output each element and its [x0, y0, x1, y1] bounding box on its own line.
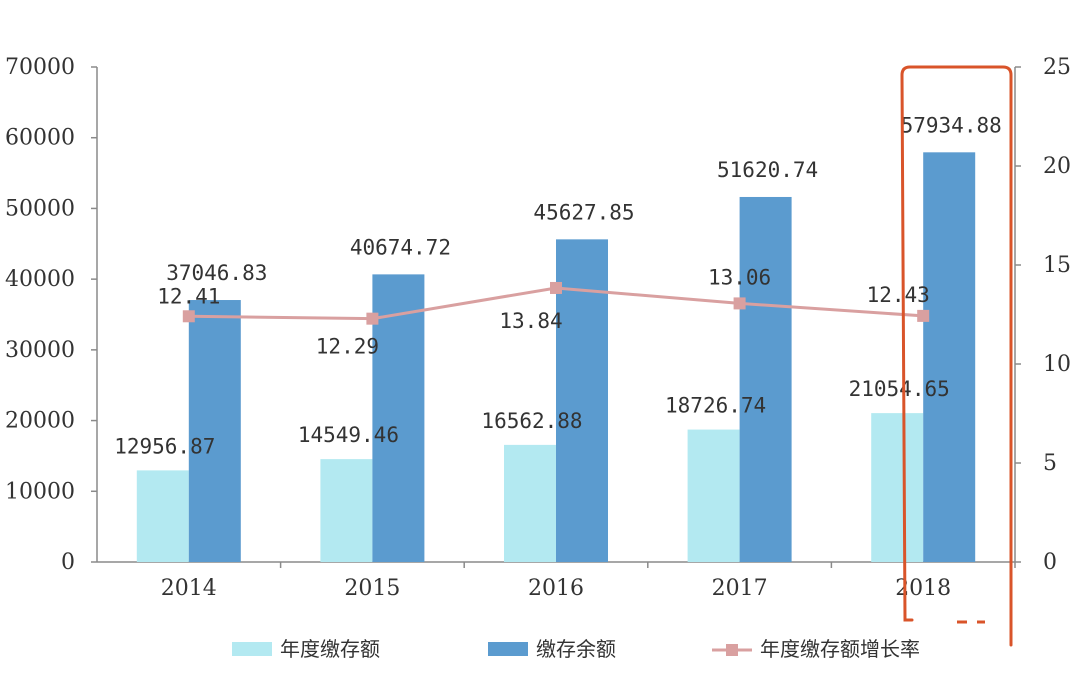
x-tick-label: 2014: [161, 576, 217, 601]
y-right-tick-label: 10: [1043, 352, 1071, 377]
growth-rate-point: [366, 312, 379, 325]
growth-rate-label: 13.06: [708, 265, 771, 289]
legend-label-deposit-balance: 缴存余额: [536, 637, 616, 661]
growth-rate-point: [917, 309, 930, 322]
legend-label-annual-deposit: 年度缴存额: [280, 637, 380, 661]
y-left-tick-label: 0: [61, 550, 75, 575]
x-tick-label: 2015: [344, 576, 400, 601]
x-tick-label: 2016: [528, 576, 584, 601]
annual-deposit-label: 16562.88: [481, 409, 582, 433]
bar-deposit-balance: [372, 274, 425, 562]
growth-rate-label: 12.43: [867, 283, 930, 307]
growth-rate-label: 13.84: [499, 309, 562, 333]
bar-annual-deposit: [687, 429, 740, 562]
bar-annual-deposit: [504, 444, 556, 562]
growth-rate-point: [182, 310, 195, 323]
bar-deposit-balance: [739, 196, 792, 562]
bar-deposit-balance: [556, 239, 608, 562]
y-left-tick-label: 10000: [5, 479, 75, 504]
x-tick-label: 2017: [712, 576, 768, 601]
deposit-balance-label: 51620.74: [717, 158, 818, 182]
annual-deposit-label: 18726.74: [665, 394, 766, 418]
deposit-balance-label: 57934.88: [901, 113, 1002, 137]
y-right-tick-label: 25: [1043, 55, 1071, 80]
y-left-tick-label: 20000: [5, 409, 75, 434]
y-left-tick-label: 30000: [5, 338, 75, 363]
highlight-box: [900, 65, 1013, 647]
y-right-tick-label: 15: [1043, 253, 1071, 278]
annual-deposit-label: 21054.65: [849, 377, 950, 401]
y-left-tick-label: 50000: [5, 196, 75, 221]
annual-deposit-label: 12956.87: [114, 434, 215, 458]
legend-swatch-deposit-balance: [488, 642, 528, 656]
legend-swatch-annual-deposit: [232, 642, 272, 656]
legend-swatch-growth-rate-marker: [726, 644, 738, 656]
bar-annual-deposit: [320, 459, 373, 562]
deposit-balance-label: 45627.85: [533, 200, 634, 224]
growth-rate-point: [550, 281, 562, 294]
y-left-tick-label: 60000: [5, 126, 75, 151]
bar-deposit-balance: [188, 300, 241, 562]
growth-rate-label: 12.41: [157, 284, 220, 308]
bar-deposit-balance: [923, 152, 976, 562]
annual-deposit-label: 14549.46: [298, 423, 399, 447]
legend-label-growth-rate: 年度缴存额增长率: [760, 637, 920, 661]
bar-annual-deposit: [136, 470, 189, 562]
growth-rate-point: [733, 297, 746, 310]
y-left-tick-label: 70000: [5, 55, 75, 80]
deposit-balance-label: 40674.72: [350, 235, 451, 259]
y-right-tick-label: 0: [1043, 550, 1057, 575]
y-right-tick-label: 20: [1043, 154, 1071, 179]
bar-annual-deposit: [871, 413, 924, 562]
y-left-tick-label: 40000: [5, 267, 75, 292]
y-right-tick-label: 5: [1043, 451, 1057, 476]
growth-rate-label: 12.29: [316, 335, 379, 359]
deposit-balance-label: 37046.83: [166, 261, 267, 285]
